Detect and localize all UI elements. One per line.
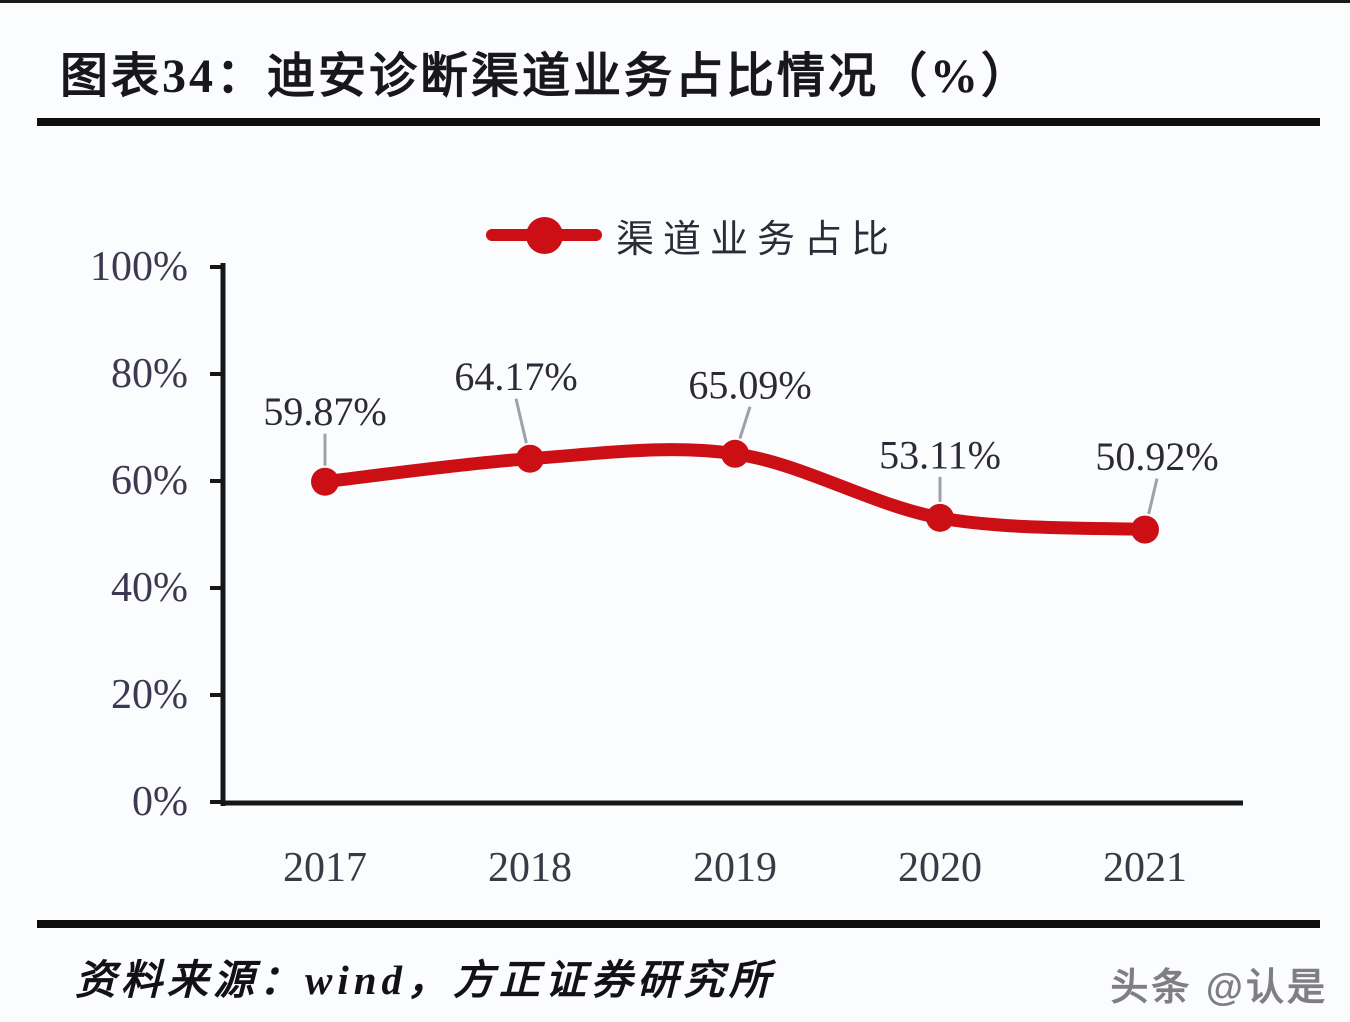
figure-title: 图表34：迪安诊断渠道业务占比情况（%） (60, 50, 1033, 103)
x-tick-label: 2020 (898, 845, 982, 891)
y-tick-label: 60% (111, 458, 188, 504)
data-label-leader-line (514, 398, 528, 444)
data-point-label: 50.92% (1095, 434, 1218, 479)
data-point-label: 64.17% (454, 354, 577, 399)
y-tick-label: 0% (132, 779, 188, 825)
data-point-marker (311, 467, 339, 496)
title-divider (37, 118, 1320, 126)
data-label-leader-line (1147, 478, 1159, 515)
x-tick-label: 2017 (283, 845, 367, 891)
legend-dot-icon (525, 216, 563, 254)
watermark: 头条 @认是 (1110, 967, 1328, 1009)
legend-label: 渠道业务占比 (616, 218, 899, 261)
x-tick-label: 2021 (1103, 845, 1187, 891)
x-tick-label: 2018 (488, 845, 572, 891)
y-tick-label: 40% (111, 565, 188, 611)
data-point-marker (926, 503, 954, 532)
y-tick-label: 20% (111, 672, 188, 718)
x-tick-label: 2019 (693, 845, 777, 891)
top-border-line (0, 0, 1350, 3)
data-point-label: 65.09% (688, 362, 811, 407)
legend-line-marker-icon (486, 216, 602, 254)
footer-divider (37, 920, 1320, 928)
data-label-leader-line (738, 406, 752, 439)
source-note: 资料来源：wind，方正证券研究所 (75, 957, 776, 1003)
data-point-marker (516, 444, 544, 473)
data-point-marker (1131, 515, 1159, 544)
chart-legend: 渠道业务占比 (486, 205, 898, 265)
data-point-label: 59.87% (263, 389, 386, 434)
data-point-marker (721, 439, 749, 468)
y-tick-label: 100% (90, 244, 188, 290)
y-tick-label: 80% (111, 351, 188, 397)
data-point-label: 53.11% (879, 432, 1001, 477)
